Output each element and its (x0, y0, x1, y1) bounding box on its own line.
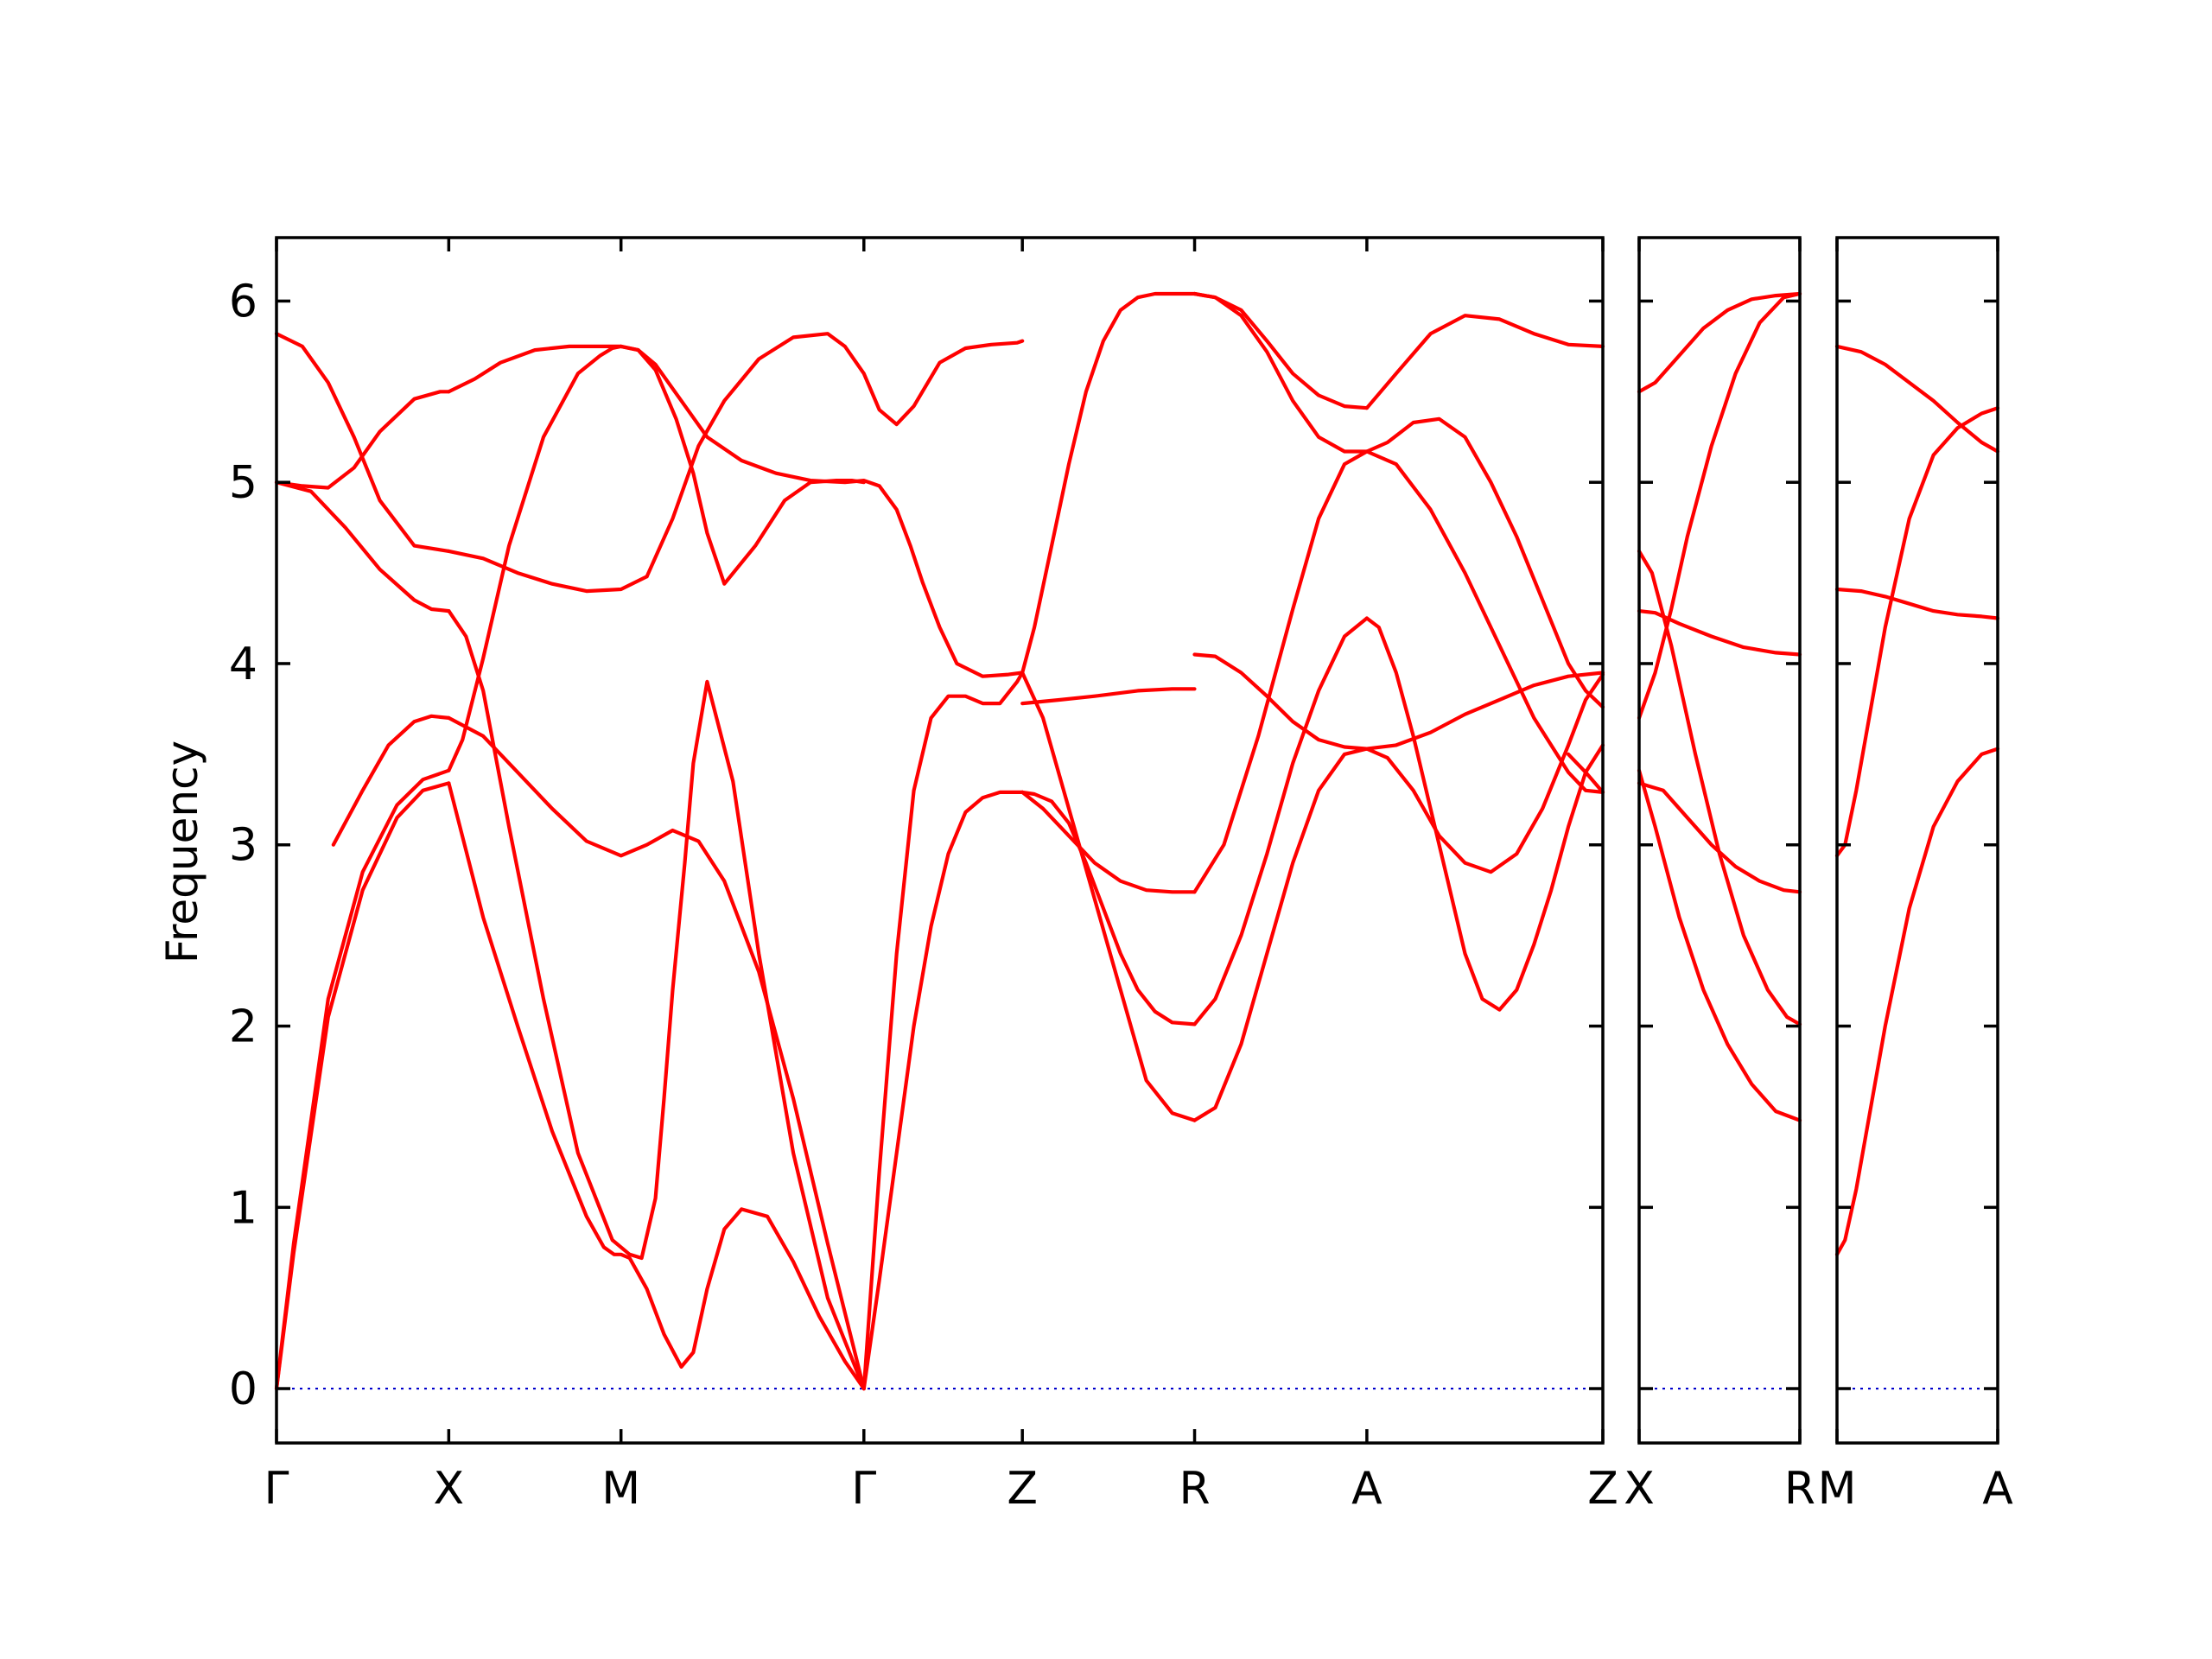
x-tick-label: M (601, 1463, 640, 1515)
band-line (1637, 291, 1802, 394)
band-line (861, 671, 1025, 1391)
band-line (447, 781, 866, 1391)
band-line (1637, 549, 1802, 1027)
band-line (274, 390, 451, 490)
x-tick-label: X (434, 1463, 465, 1515)
y-tick-label: 0 (229, 1363, 257, 1415)
band-line (1364, 671, 1605, 751)
band-line (331, 714, 451, 847)
x-tick-label: R (1784, 1463, 1815, 1515)
panel-frame (1637, 236, 1802, 1445)
band-line (1364, 449, 1605, 794)
band-line (1020, 790, 1197, 1027)
x-tick-label: Z (1007, 1463, 1038, 1515)
band-line (447, 344, 623, 394)
x-tick-label: M (1818, 1463, 1857, 1515)
band-line (1364, 416, 1605, 709)
band-line (274, 480, 451, 613)
x-tick-label: A (1351, 1463, 1382, 1515)
band-line (1364, 616, 1605, 1012)
band-line (1020, 671, 1197, 1122)
band-line (1364, 672, 1605, 874)
band-line (447, 344, 866, 772)
band-line (1637, 609, 1802, 657)
band-line (861, 790, 1025, 1391)
band-line (447, 715, 866, 1391)
band-line (645, 332, 1025, 579)
panel-frame (1835, 236, 1999, 1445)
y-axis-label: Frequency (157, 741, 207, 963)
panel-frame (275, 236, 1605, 1445)
band-line (1567, 752, 1605, 794)
band-line (1192, 449, 1369, 894)
band-line (1637, 291, 1802, 720)
band-line (1192, 291, 1369, 454)
band-line (1364, 314, 1605, 410)
band-line (1834, 406, 2000, 858)
band-line (1192, 747, 1369, 1122)
x-tick-label: Γ (851, 1463, 876, 1515)
band-line (1834, 587, 2000, 620)
band-line (1020, 687, 1197, 706)
band-line (447, 609, 866, 1391)
x-tick-label: X (1624, 1463, 1655, 1515)
band-line (1192, 616, 1369, 1027)
y-tick-label: 5 (229, 457, 257, 509)
band-line (274, 768, 451, 1391)
band-line (1192, 291, 1369, 410)
x-tick-label: Γ (264, 1463, 289, 1515)
y-tick-label: 6 (229, 276, 257, 327)
y-tick-label: 2 (229, 1001, 257, 1053)
band-line (1020, 790, 1197, 894)
x-tick-label: R (1179, 1463, 1210, 1515)
band-line (1637, 768, 1802, 1122)
band-line (1192, 652, 1369, 751)
band-line (274, 332, 451, 553)
y-tick-label: 4 (229, 639, 257, 690)
band-line (1834, 747, 2000, 1256)
band-line (1637, 781, 1802, 894)
band-line (274, 781, 451, 1391)
y-tick-label: 3 (229, 820, 257, 872)
band-line (1020, 291, 1197, 675)
x-tick-label: A (1982, 1463, 2013, 1515)
band-line (619, 344, 1025, 678)
band-line (447, 549, 649, 594)
panel-1: 0 1 2 3 4 5 6 Γ X M Γ Z R A Z (229, 236, 1618, 1515)
y-tick-label: 1 (229, 1182, 257, 1234)
band-line (1834, 344, 2000, 454)
x-tick-label: Z (1587, 1463, 1618, 1515)
